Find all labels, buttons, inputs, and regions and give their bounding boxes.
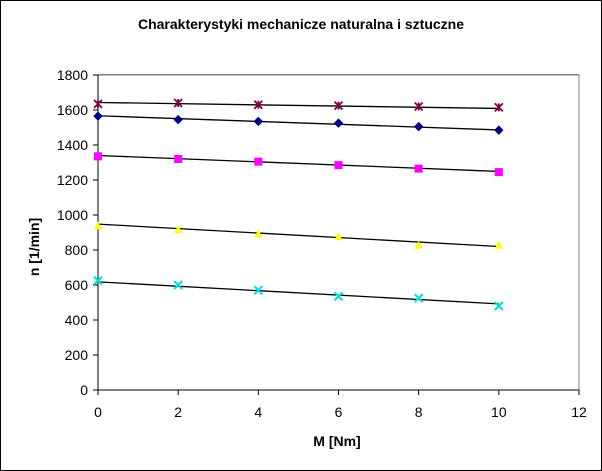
point-series-3-1 — [174, 225, 183, 233]
x-tick-label-6: 6 — [335, 404, 343, 420]
point-series-3-5 — [494, 240, 503, 249]
x-tick-label-12: 12 — [571, 404, 587, 420]
axes — [93, 74, 580, 395]
point-series-0-5 — [494, 102, 504, 113]
point-series-3-4 — [414, 240, 423, 249]
y-tick-label-400: 400 — [65, 312, 89, 328]
point-series-1-4 — [413, 121, 424, 132]
y-tick-label-1000: 1000 — [57, 207, 88, 223]
point-series-1-3 — [333, 118, 344, 128]
y-tick-label-1400: 1400 — [57, 137, 88, 153]
point-series-0-3 — [333, 100, 344, 111]
trendline-series-3 — [97, 223, 499, 248]
point-series-3-3 — [334, 232, 343, 240]
x-tick-label-2: 2 — [174, 404, 182, 420]
x-tick-label-4: 4 — [254, 404, 262, 420]
x-tick-label-10: 10 — [491, 404, 507, 420]
point-series-4-3 — [333, 291, 344, 302]
point-series-1-1 — [173, 114, 183, 125]
y-tick-label-800: 800 — [65, 242, 89, 258]
point-series-3-0 — [94, 221, 102, 230]
y-tick-label-1200: 1200 — [57, 172, 88, 188]
trendline-series-4 — [97, 281, 499, 305]
point-series-0-4 — [414, 101, 424, 112]
point-series-0-2 — [253, 100, 263, 110]
point-series-2-4 — [414, 164, 423, 173]
tick-labels: 0 200 400 600 800 1000 1200 1400 1600 1800 0 2 4 6 8 10… — [57, 67, 587, 420]
chart-title: Charakterystyki mechanicze naturalna i s… — [138, 16, 464, 32]
y-tick-label-200: 200 — [65, 347, 89, 363]
point-series-1-5 — [494, 125, 504, 135]
data-points — [93, 98, 504, 311]
trendlines — [97, 101, 499, 305]
point-series-2-1 — [174, 155, 183, 163]
point-series-4-2 — [253, 285, 264, 295]
point-series-2-0 — [94, 152, 102, 161]
trendline-series-2 — [97, 154, 499, 173]
point-series-2-3 — [334, 161, 343, 170]
point-series-2-5 — [494, 168, 503, 177]
point-series-1-2 — [253, 116, 264, 127]
y-tick-label-1800: 1800 — [57, 67, 88, 83]
x-tick-label-0: 0 — [94, 404, 102, 420]
y-tick-label-1600: 1600 — [57, 102, 88, 118]
point-series-0-0 — [93, 99, 103, 109]
point-series-0-1 — [173, 98, 183, 108]
trendline-series-0 — [97, 101, 499, 110]
point-series-2-2 — [254, 157, 263, 166]
x-tick-label-8: 8 — [415, 404, 423, 420]
y-tick-label-0: 0 — [80, 382, 88, 398]
point-series-3-2 — [254, 229, 263, 238]
point-series-1-0 — [93, 111, 103, 121]
point-series-4-1 — [173, 280, 183, 290]
y-tick-label-600: 600 — [65, 277, 89, 293]
trendline-series-1 — [97, 115, 499, 131]
x-axis-label: M [Nm] — [313, 433, 360, 449]
point-series-4-4 — [413, 293, 424, 303]
point-series-4-0 — [93, 275, 103, 286]
y-axis-label: n [1/min] — [26, 218, 42, 276]
point-series-4-5 — [494, 301, 504, 311]
